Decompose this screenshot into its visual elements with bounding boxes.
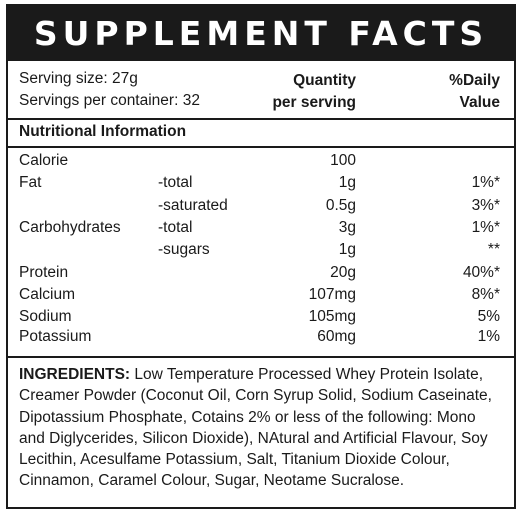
- divider: [8, 146, 514, 148]
- nutrient-subtype: -saturated: [158, 197, 228, 214]
- nutrient-daily-value: 1%: [477, 328, 500, 345]
- table-row: Fat -total 1g 1%*: [8, 174, 514, 196]
- table-row: Sodium 105mg 5%: [8, 308, 514, 330]
- nutrient-amount: 107mg: [308, 286, 356, 303]
- nutrient-amount: 60mg: [317, 328, 356, 345]
- table-row: -sugars 1g **: [8, 241, 514, 263]
- serving-info: Serving size: 27g Servings per container…: [8, 64, 514, 118]
- servings-per-container: Servings per container: 32: [19, 92, 200, 109]
- quantity-header-line1: Quantity: [293, 72, 356, 89]
- nutrient-name: Carbohydrates: [19, 219, 121, 236]
- nutrient-daily-value: 1%*: [471, 174, 500, 191]
- daily-value-header-line2: Value: [459, 94, 501, 111]
- nutrient-amount: 3g: [338, 219, 356, 236]
- nutrient-daily-value: 1%*: [471, 219, 500, 236]
- table-row: Carbohydrates -total 3g 1%*: [8, 219, 514, 241]
- quantity-header-line2: per serving: [272, 94, 356, 111]
- nutrient-amount: 20g: [330, 264, 356, 281]
- nutrient-daily-value: **: [487, 241, 500, 258]
- ingredients-label: INGREDIENTS:: [19, 366, 131, 383]
- nutrient-amount: 1g: [338, 241, 356, 258]
- nutrient-name: Protein: [19, 264, 69, 281]
- nutrient-daily-value: 3%*: [471, 197, 500, 214]
- nutrient-name: Potassium: [19, 328, 92, 345]
- ingredients-block: INGREDIENTS: Low Temperature Processed W…: [19, 364, 504, 492]
- nutrient-amount: 0.5g: [325, 197, 356, 214]
- table-row: Calorie 100: [8, 152, 514, 174]
- label-title: SUPPLEMENT FACTS: [33, 14, 489, 53]
- ingredients-text: Low Temperature Processed Whey Protein I…: [19, 366, 492, 490]
- nutrient-daily-value: 5%: [477, 308, 500, 325]
- supplement-facts-label: SUPPLEMENT FACTS Serving size: 27g Servi…: [6, 4, 516, 509]
- table-row: Protein 20g 40%*: [8, 264, 514, 286]
- nutrient-daily-value: 40%*: [462, 264, 500, 281]
- divider: [8, 356, 514, 358]
- serving-size: Serving size: 27g: [19, 70, 138, 87]
- nutrient-subtype: -total: [158, 174, 193, 191]
- daily-value-header-line1: %Daily: [449, 72, 500, 89]
- nutrient-subtype: -total: [158, 219, 193, 236]
- nutrient-name: Sodium: [19, 308, 72, 325]
- nutrient-amount: 105mg: [308, 308, 356, 325]
- table-row: -saturated 0.5g 3%*: [8, 197, 514, 219]
- table-row: Potassium 60mg 1%: [8, 328, 514, 350]
- label-header: SUPPLEMENT FACTS: [8, 6, 514, 61]
- nutrient-daily-value: 8%*: [471, 286, 500, 303]
- nutrient-amount: 1g: [338, 174, 356, 191]
- quantity-header: Quantity per serving: [256, 70, 356, 114]
- nutrient-amount: 100: [330, 152, 356, 169]
- nutrient-subtype: -sugars: [158, 241, 210, 258]
- table-row: Calcium 107mg 8%*: [8, 286, 514, 308]
- section-title: Nutritional Information: [19, 123, 187, 140]
- nutrient-name: Calorie: [19, 152, 69, 169]
- divider: [8, 118, 514, 120]
- nutrient-name: Fat: [19, 174, 42, 191]
- nutrient-name: Calcium: [19, 286, 75, 303]
- daily-value-header: %Daily Value: [410, 70, 500, 114]
